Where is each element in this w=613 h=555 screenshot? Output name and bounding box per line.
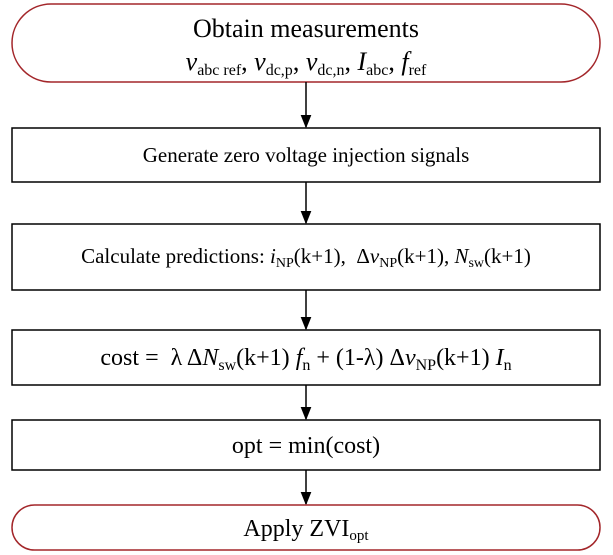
seg: v (306, 47, 318, 76)
seg: I (356, 47, 367, 76)
sub: dc,n (317, 62, 344, 79)
seg: , (388, 47, 401, 76)
end-terminal (11, 504, 601, 551)
node-label: Generate zero voltage injection signals (143, 143, 470, 167)
node-label: vabc ref, vdc,p, vdc,n, Iabc, fref (186, 47, 427, 79)
node-label: opt = min(cost) (232, 433, 380, 459)
seg: + (1-λ) Δ (310, 345, 405, 371)
seg: cost = λ Δ (100, 345, 202, 371)
sub: abc ref (197, 62, 242, 79)
sub: n (302, 357, 310, 374)
seg: Apply ZVI (243, 516, 349, 542)
seg: I (495, 345, 505, 371)
node-label: Calculate predictions: iNP(k+1), ΔvNP(k+… (81, 244, 531, 271)
seg: (k+1) (236, 345, 296, 371)
node-title: Obtain measurements (193, 14, 419, 43)
sub: opt (349, 528, 369, 544)
node-label: cost = λ ΔNsw(k+1) fn + (1-λ) ΔvNP(k+1) … (100, 345, 511, 374)
sub: abc (366, 62, 388, 79)
sub: sw (218, 357, 236, 374)
seg: i (270, 244, 276, 268)
seg: (k+1) (436, 345, 496, 371)
seg: , (241, 47, 254, 76)
sub: dc,p (266, 62, 293, 79)
node-label: Apply ZVIopt (243, 516, 369, 544)
process-box (11, 223, 601, 291)
seg: , (344, 47, 357, 76)
seg: f (296, 345, 306, 371)
seg: (k+1), (397, 244, 454, 268)
sub: NP (379, 256, 397, 271)
sub: ref (409, 62, 427, 79)
seg: v (186, 47, 198, 76)
seg: v (405, 345, 416, 371)
sub: n (504, 357, 512, 374)
process-box (11, 329, 601, 386)
seg: v (254, 47, 266, 76)
seg: (k+1), Δ (294, 244, 370, 268)
seg: N (453, 244, 469, 268)
sub: NP (416, 357, 437, 374)
seg: v (370, 244, 380, 268)
seg: , (293, 47, 306, 76)
sub: NP (276, 256, 294, 271)
seg: f (401, 47, 412, 76)
seg: Calculate predictions: (81, 244, 270, 268)
sub: sw (468, 256, 484, 271)
seg: (k+1) (484, 244, 531, 268)
seg: N (201, 345, 220, 371)
